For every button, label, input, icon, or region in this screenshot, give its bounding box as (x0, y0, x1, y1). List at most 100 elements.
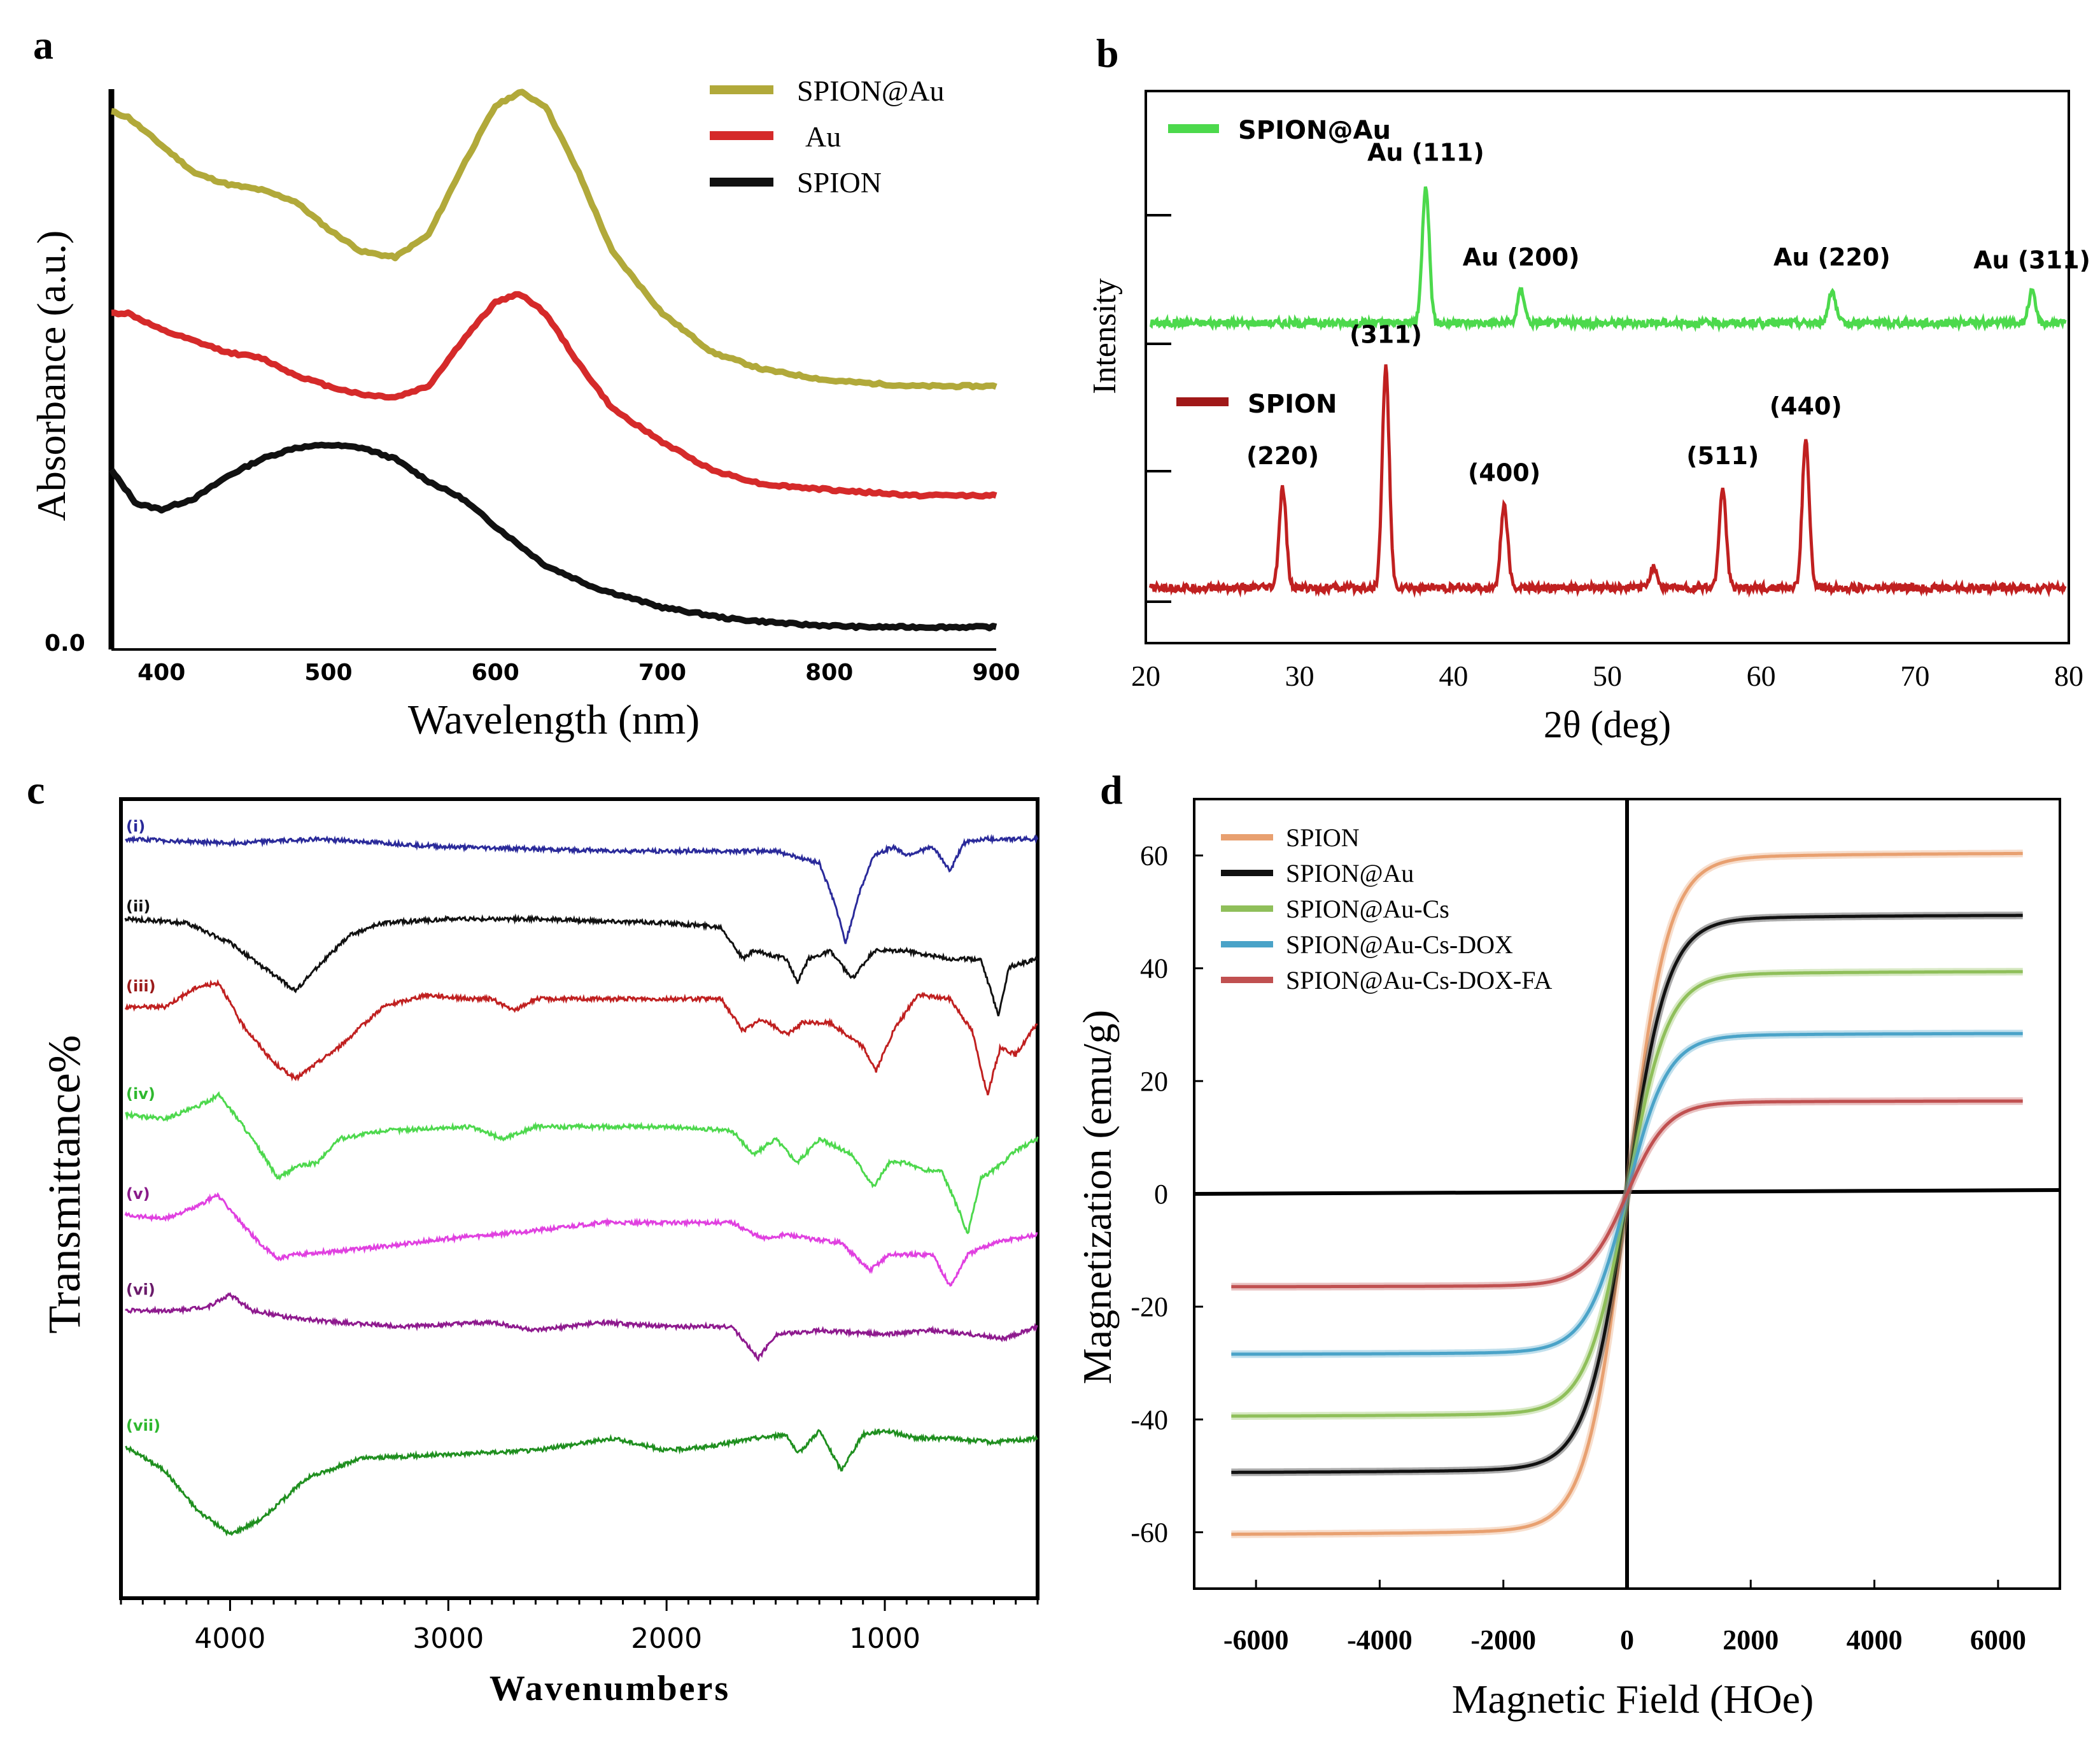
panel-b: b Au (111) Au (200) Au (220) Au (311) (220) (… (1087, 31, 2090, 746)
legend-label-d-spion-au-cs-dox-fa: SPION@Au-Cs-DOX-FA (1286, 966, 1552, 995)
peak-label-b-spion-440: (440) (1770, 392, 1842, 420)
curve-d-spion-au-cs-dox-fa (1231, 1099, 2023, 1289)
x-tick-label-b-80: 80 (2054, 660, 2083, 692)
legend-label-d-spion-au: SPION@Au (1286, 859, 1414, 888)
curve-b-spion-au (1149, 186, 2067, 333)
x-tick-label-d-0: 0 (1620, 1624, 1634, 1655)
x-tick-label-b-70: 70 (1900, 660, 1929, 692)
x-tick-label-a-600: 600 (472, 660, 519, 686)
panel-letter-d: d (1100, 767, 1123, 812)
x-tick-labels-a: 400 500 600 700 800 900 (137, 660, 1020, 686)
legend-label-d-spion: SPION (1286, 823, 1360, 852)
y-tick-label-a-0: 0.0 (45, 630, 85, 656)
x-tick-label-c-2000: 2000 (631, 1622, 702, 1655)
x-tick-label-b-40: 40 (1439, 660, 1468, 692)
y-tick-label-d-0: 0 (1154, 1179, 1168, 1210)
panel-letter-b: b (1096, 31, 1119, 76)
panel-letter-c: c (27, 767, 45, 812)
x-tick-label-a-400: 400 (137, 660, 185, 686)
x-tick-label-c-3000: 3000 (412, 1622, 484, 1655)
legend-label-d-spion-au-cs: SPION@Au-Cs (1286, 895, 1449, 923)
series-label-c-i: (i) (126, 818, 145, 835)
curve-a-au (111, 291, 997, 500)
y-tick-label-d-60: 60 (1140, 840, 1168, 872)
x-axis-label-b: 2θ (deg) (1544, 704, 1671, 746)
legend-label-spion: SPION (797, 166, 882, 199)
panel-d: d -6000 -4000 -2000 0 2000 4000 6000 -60 -40 -20 0… (1075, 767, 2061, 1722)
y-tick-label-d-40: 40 (1140, 953, 1168, 984)
panel-a: a 400 500 600 700 800 900 0.0 Wavelength (nm)… (29, 22, 1020, 743)
x-tick-label-b-50: 50 (1593, 660, 1622, 692)
series-label-c-vi: (vi) (126, 1281, 155, 1299)
x-tick-label-d-4000: 4000 (1847, 1624, 1903, 1655)
x-tick-label-a-900: 900 (972, 660, 1020, 686)
y-tick-label-d--20: -20 (1131, 1291, 1168, 1322)
x-axis-label-a: Wavelength (nm) (408, 697, 700, 743)
peak-label-b-spion-au-au-311: Au (311) (1973, 246, 2090, 274)
y-tick-label-d--60: -60 (1131, 1517, 1168, 1548)
legend-label-au: Au (805, 120, 841, 153)
x-tick-label-d-6000: 6000 (1970, 1624, 2026, 1655)
curve-c-iv (125, 1091, 1039, 1235)
panel-c: c (i) (ii) (iii) (iv) (v) (vi) (vii) 4000 3000 2… (27, 767, 1039, 1708)
x-tick-label-d--4000: -4000 (1347, 1624, 1413, 1655)
curves-a (108, 89, 997, 632)
legend-label-d-spion-au-cs-dox: SPION@Au-Cs-DOX (1286, 930, 1513, 959)
x-tick-label-b-60: 60 (1747, 660, 1776, 692)
legend-label-b-spion-au: SPION@Au (1238, 116, 1391, 145)
ticks-d: -6000 -4000 -2000 0 2000 4000 6000 -60 -40 -20 0 20… (1131, 840, 2026, 1655)
peak-label-b-spion-220: (220) (1246, 442, 1319, 470)
y-axis-label-c: Transmittance% (39, 1035, 90, 1333)
curve-c-v (124, 1192, 1038, 1287)
x-tick-labels-b: 20 30 40 50 60 70 80 (1131, 660, 2083, 692)
x-tick-label-d--6000: -6000 (1223, 1624, 1289, 1655)
peak-label-b-spion-400: (400) (1468, 458, 1540, 486)
curve-a-spion (108, 441, 997, 632)
y-tick-label-d--40: -40 (1131, 1404, 1168, 1435)
series-label-c-vii: (vii) (126, 1417, 160, 1435)
curve-c-vii (125, 1427, 1039, 1537)
curve-c-ii (124, 913, 1039, 1017)
peak-label-b-spion-au-au-111: Au (111) (1367, 138, 1484, 166)
x-tick-label-b-30: 30 (1285, 660, 1314, 692)
series-label-c-ii: (ii) (126, 897, 150, 915)
panel-letter-a: a (33, 22, 53, 67)
peak-label-b-spion-511: (511) (1686, 442, 1759, 470)
x-tick-label-d--2000: -2000 (1470, 1624, 1536, 1655)
peak-label-b-spion-311: (311) (1349, 321, 1422, 349)
x-tick-label-c-1000: 1000 (849, 1622, 920, 1655)
x-tick-label-a-800: 800 (805, 660, 853, 686)
y-axis-label-b: Intensity (1087, 278, 1123, 394)
peak-label-b-spion-au-au-200: Au (200) (1463, 243, 1580, 271)
peak-label-b-spion-au-au-220: Au (220) (1773, 243, 1891, 271)
x-ticks-c: 4000 3000 2000 1000 (120, 1598, 1039, 1655)
plot-frame-b (1145, 90, 2070, 644)
x-tick-label-a-500: 500 (304, 660, 352, 686)
legend-label-spion-au: SPION@Au (797, 74, 945, 107)
legend-d: SPION SPION@Au SPION@Au-Cs SPION@Au-Cs-DOX S… (1221, 823, 1552, 995)
curves-d (1231, 849, 2023, 1538)
series-label-c-v: (v) (126, 1185, 150, 1203)
x-tick-label-c-4000: 4000 (194, 1622, 265, 1655)
x-tick-label-a-700: 700 (638, 660, 686, 686)
legend-label-b-spion: SPION (1248, 390, 1337, 419)
curve-c-i (125, 833, 1039, 944)
x-tick-label-d-2000: 2000 (1723, 1624, 1779, 1655)
legend-b: SPION@Au SPION (1168, 116, 1391, 419)
series-label-c-iv: (iv) (126, 1085, 155, 1103)
x-axis-label-c: Wavenumbers (490, 1669, 730, 1708)
legend-a: SPION@Au Au SPION (710, 74, 945, 199)
curve-c-vi (125, 1291, 1038, 1363)
series-label-c-iii: (iii) (126, 977, 156, 995)
x-axis-label-d: Magnetic Field (HOe) (1452, 1677, 1814, 1722)
peak-labels-b: Au (111) Au (200) Au (220) Au (311) (220) (31… (1246, 138, 2090, 486)
y-axis-label-d: Magnetization (emu/g) (1075, 1010, 1120, 1384)
curve-c-iii (124, 979, 1038, 1096)
curves-b (1148, 186, 2067, 599)
y-tick-label-d-20: 20 (1140, 1066, 1168, 1097)
y-axis-label-a: Absorbance (a.u.) (29, 230, 74, 521)
curve-a-spion-au (111, 89, 997, 390)
curves-c (124, 833, 1039, 1537)
x-tick-label-b-20: 20 (1131, 660, 1160, 692)
